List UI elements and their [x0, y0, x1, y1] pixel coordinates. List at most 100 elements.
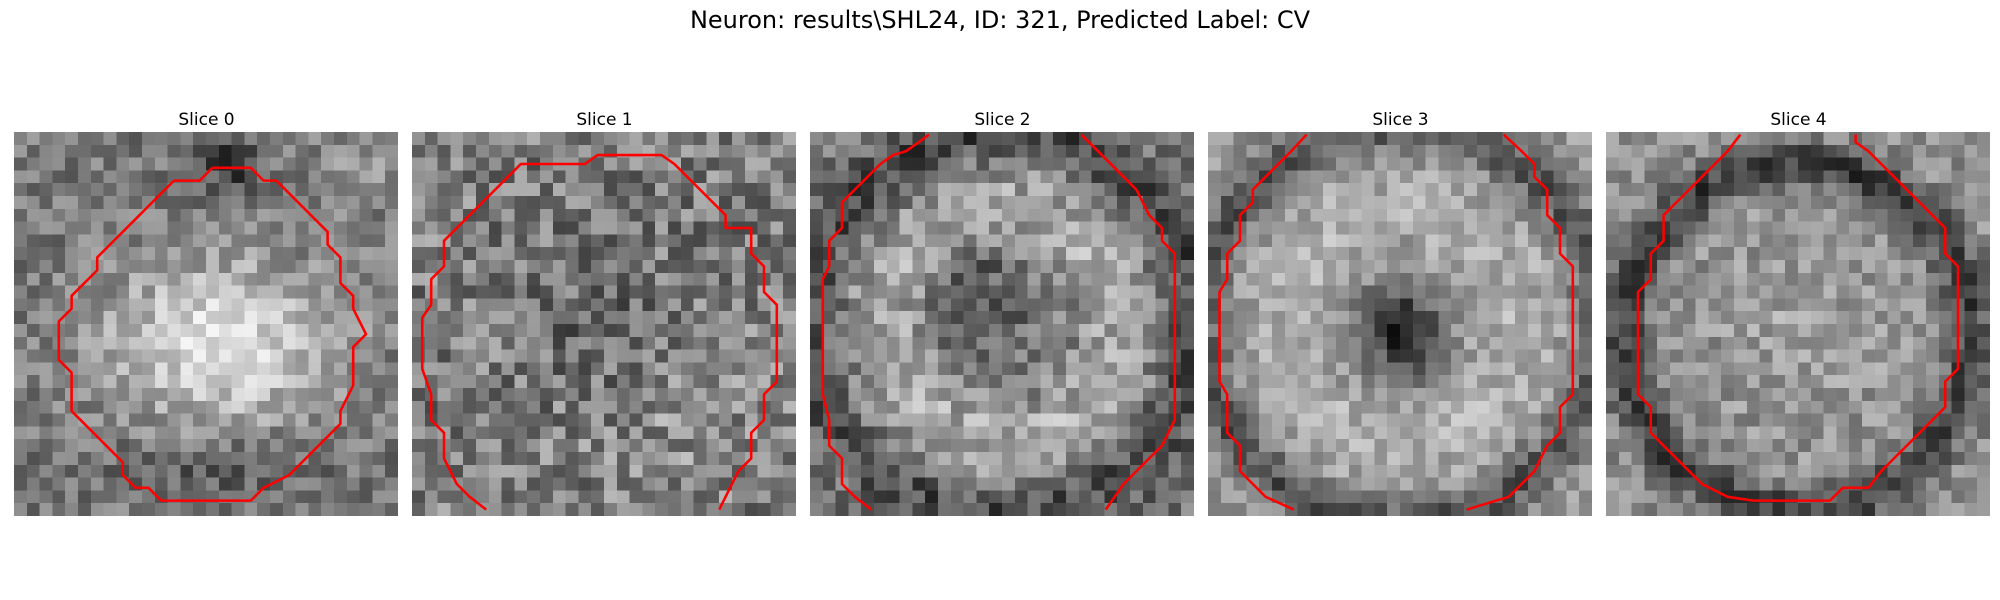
image-pixel: [616, 311, 630, 325]
image-pixel: [1387, 234, 1401, 248]
image-pixel: [1130, 311, 1144, 325]
image-pixel: [1657, 247, 1671, 261]
image-pixel: [989, 388, 1003, 402]
image-pixel: [1361, 362, 1375, 376]
image-pixel: [1798, 298, 1812, 312]
image-pixel: [90, 503, 104, 516]
image-pixel: [1374, 260, 1388, 274]
image-pixel: [321, 503, 335, 516]
image-pixel: [1336, 311, 1350, 325]
image-pixel: [540, 439, 554, 453]
image-pixel: [1810, 400, 1824, 414]
image-pixel: [1374, 285, 1388, 299]
image-pixel: [1785, 132, 1799, 146]
image-pixel: [1540, 336, 1554, 350]
image-pixel: [1168, 234, 1182, 248]
image-pixel: [142, 132, 156, 146]
image-pixel: [770, 477, 784, 491]
image-pixel: [26, 375, 40, 389]
image-pixel: [1785, 375, 1799, 389]
image-pixel: [501, 375, 515, 389]
image-pixel: [1579, 490, 1592, 504]
image-pixel: [540, 196, 554, 210]
image-pixel: [1181, 477, 1194, 491]
image-pixel: [1053, 452, 1067, 466]
image-pixel: [1168, 144, 1182, 158]
image-pixel: [1361, 324, 1375, 338]
image-pixel: [1361, 285, 1375, 299]
image-pixel: [1606, 452, 1620, 466]
image-pixel: [1540, 298, 1554, 312]
image-pixel: [1130, 477, 1144, 491]
image-pixel: [1489, 400, 1503, 414]
image-pixel: [308, 362, 322, 376]
image-pixel: [1734, 234, 1748, 248]
image-pixel: [1772, 452, 1786, 466]
image-pixel: [1540, 324, 1554, 338]
image-pixel: [1078, 272, 1092, 286]
image-pixel: [282, 285, 296, 299]
image-pixel: [116, 157, 130, 171]
image-pixel: [976, 170, 990, 184]
image-pixel: [1823, 413, 1837, 427]
image-pixel: [1553, 439, 1567, 453]
image-pixel: [874, 336, 888, 350]
image-pixel: [770, 272, 784, 286]
image-pixel: [848, 388, 862, 402]
image-pixel: [822, 272, 836, 286]
image-pixel: [1374, 413, 1388, 427]
image-pixel: [463, 452, 477, 466]
image-pixel: [1746, 208, 1760, 222]
image-pixel: [565, 426, 579, 440]
image-pixel: [65, 311, 79, 325]
image-pixel: [372, 452, 386, 466]
image-pixel: [1040, 311, 1054, 325]
image-pixel: [1066, 464, 1080, 478]
image-pixel: [1451, 426, 1465, 440]
image-pixel: [1926, 477, 1940, 491]
image-pixel: [540, 503, 554, 516]
image-pixel: [1208, 503, 1222, 516]
image-pixel: [989, 208, 1003, 222]
image-pixel: [308, 221, 322, 235]
image-pixel: [810, 234, 824, 248]
image-pixel: [1117, 311, 1131, 325]
image-pixel: [1618, 464, 1632, 478]
image-pixel: [167, 349, 181, 363]
image-pixel: [732, 400, 746, 414]
image-pixel: [719, 157, 733, 171]
image-pixel: [578, 170, 592, 184]
image-pixel: [1348, 170, 1362, 184]
image-pixel: [1618, 439, 1632, 453]
image-pixel: [1336, 388, 1350, 402]
image-pixel: [706, 336, 720, 350]
image-pixel: [848, 452, 862, 466]
image-pixel: [950, 477, 964, 491]
image-pixel: [1721, 272, 1735, 286]
image-pixel: [14, 234, 28, 248]
image-pixel: [1476, 439, 1490, 453]
image-pixel: [552, 400, 566, 414]
image-pixel: [1310, 311, 1324, 325]
image-pixel: [655, 324, 669, 338]
image-pixel: [14, 388, 28, 402]
image-pixel: [1053, 183, 1067, 197]
image-pixel: [1400, 349, 1414, 363]
image-pixel: [552, 234, 566, 248]
image-pixel: [1670, 285, 1684, 299]
image-pixel: [1528, 413, 1542, 427]
image-pixel: [1220, 452, 1234, 466]
image-pixel: [1900, 196, 1914, 210]
image-pixel: [1938, 272, 1952, 286]
image-pixel: [346, 247, 360, 261]
image-pixel: [14, 221, 28, 235]
image-pixel: [1297, 324, 1311, 338]
image-pixel: [218, 336, 232, 350]
image-pixel: [1104, 452, 1118, 466]
image-pixel: [65, 413, 79, 427]
image-pixel: [1849, 439, 1863, 453]
image-pixel: [1259, 413, 1273, 427]
image-pixel: [1734, 400, 1748, 414]
image-pixel: [1528, 375, 1542, 389]
image-pixel: [680, 260, 694, 274]
